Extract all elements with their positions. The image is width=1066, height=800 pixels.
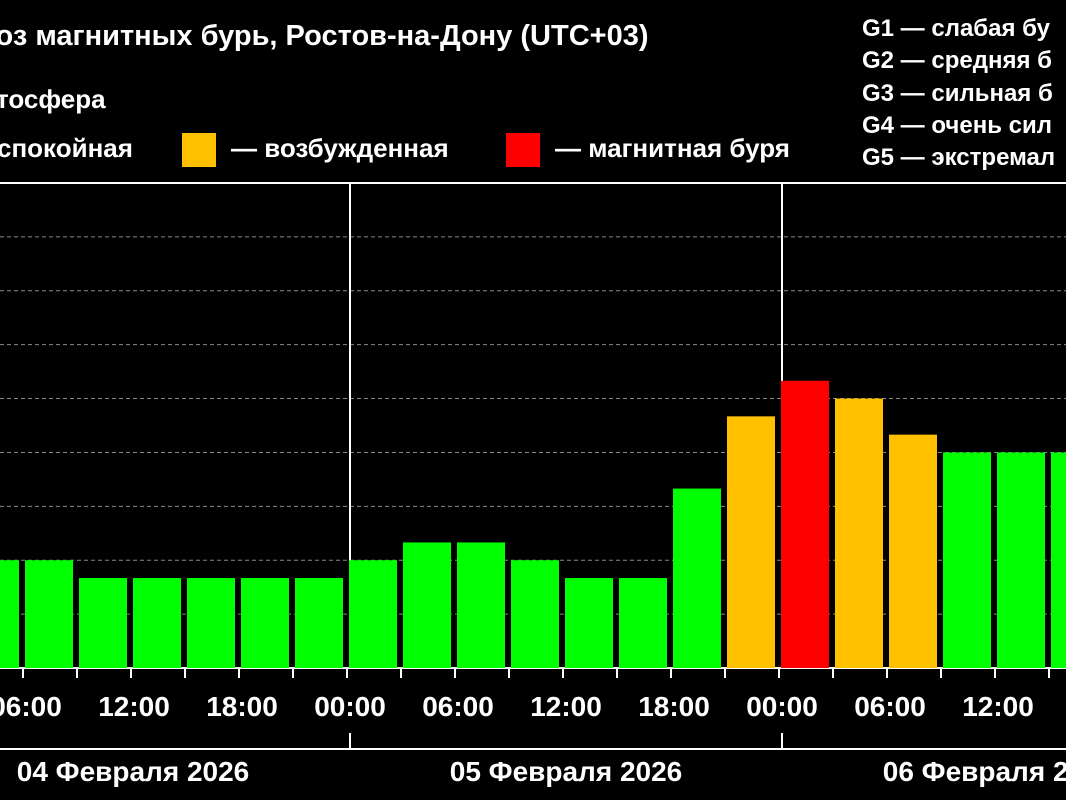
x-tick-label: 06:00	[422, 691, 494, 722]
bar	[781, 380, 829, 668]
storm-scale-g5: G5 — экстремал	[862, 144, 1056, 171]
bar	[25, 560, 73, 668]
bar	[1051, 452, 1066, 668]
x-tick-label: 18:00	[206, 691, 278, 722]
chart-title: ноз магнитных бурь, Ростов-на-Дону (UTC+…	[0, 20, 649, 52]
bar	[0, 560, 19, 668]
bar	[673, 488, 721, 668]
legend-label-storm: — магнитная буря	[555, 133, 790, 163]
x-tick-label: 12:00	[962, 691, 1034, 722]
bar	[295, 578, 343, 668]
x-tick-label: 12:00	[530, 691, 602, 722]
x-tick-label: 12:00	[98, 691, 170, 722]
bar	[187, 578, 235, 668]
bar	[133, 578, 181, 668]
bar	[241, 578, 289, 668]
storm-scale-g4: G4 — очень сил	[862, 112, 1052, 139]
bar	[349, 560, 397, 668]
bar	[997, 452, 1045, 668]
legend-swatch-active	[182, 133, 216, 167]
bar	[619, 578, 667, 668]
storm-scale-g2: G2 — средняя б	[862, 47, 1052, 74]
bar	[511, 560, 559, 668]
bar	[943, 452, 991, 668]
bar	[457, 542, 505, 668]
date-label: 04 Февраля 2026	[17, 756, 249, 787]
x-tick-label: 06:00	[0, 691, 62, 722]
bar	[565, 578, 613, 668]
chart-subtitle: тосфера	[0, 84, 106, 114]
bar	[403, 542, 451, 668]
x-tick-label: 00:00	[314, 691, 386, 722]
legend-label-active: — возбужденная	[231, 133, 449, 163]
bar	[889, 434, 937, 668]
storm-scale-g1: G1 — слабая бу	[862, 15, 1050, 42]
storm-scale-g3: G3 — сильная б	[862, 80, 1053, 107]
bar	[79, 578, 127, 668]
legend-swatch-storm	[506, 133, 540, 167]
x-tick-label: 00:00	[746, 691, 818, 722]
x-tick-label: 06:00	[854, 691, 926, 722]
date-label: 05 Февраля 2026	[450, 756, 682, 787]
date-label: 06 Февраля 2026	[883, 756, 1066, 787]
bar	[835, 398, 883, 668]
bar	[727, 416, 775, 668]
legend-label-quiet: спокойная	[0, 133, 133, 163]
x-tick-label: 18:00	[638, 691, 710, 722]
